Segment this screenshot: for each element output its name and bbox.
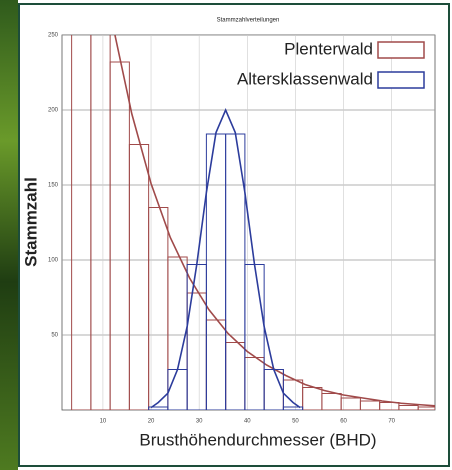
x-axis-label: Brusthöhendurchmesser (BHD): [139, 430, 376, 449]
x-tick-label: 20: [148, 419, 155, 425]
legend-swatch: [377, 41, 425, 59]
legend-label: Altersklassenwald: [237, 69, 373, 88]
bar: [282, 406, 304, 410]
x-tick-label: 10: [100, 419, 107, 425]
background-photo: [0, 0, 18, 470]
y-tick-label: 50: [51, 333, 58, 339]
x-tick-label: 70: [388, 419, 395, 425]
y-tick-label: 200: [48, 108, 59, 114]
plot-content: [62, 35, 435, 410]
fit-curve: [114, 35, 435, 407]
legend-swatch: [377, 71, 425, 89]
x-tick-label: 40: [244, 419, 251, 425]
legend-label: Plenterwald: [284, 39, 373, 58]
y-tick-label: 150: [48, 183, 59, 189]
x-tick-label: 60: [340, 419, 347, 425]
x-tick-label: 30: [196, 419, 203, 425]
bar: [417, 406, 435, 410]
y-tick-label: 250: [48, 33, 59, 39]
fit-curve: [150, 107, 301, 409]
chart-title: Stammzahlverteilungen: [217, 18, 280, 24]
y-axis-label: Stammzahl: [21, 177, 40, 267]
y-tick-label: 100: [48, 258, 59, 264]
x-tick-label: 50: [292, 419, 299, 425]
